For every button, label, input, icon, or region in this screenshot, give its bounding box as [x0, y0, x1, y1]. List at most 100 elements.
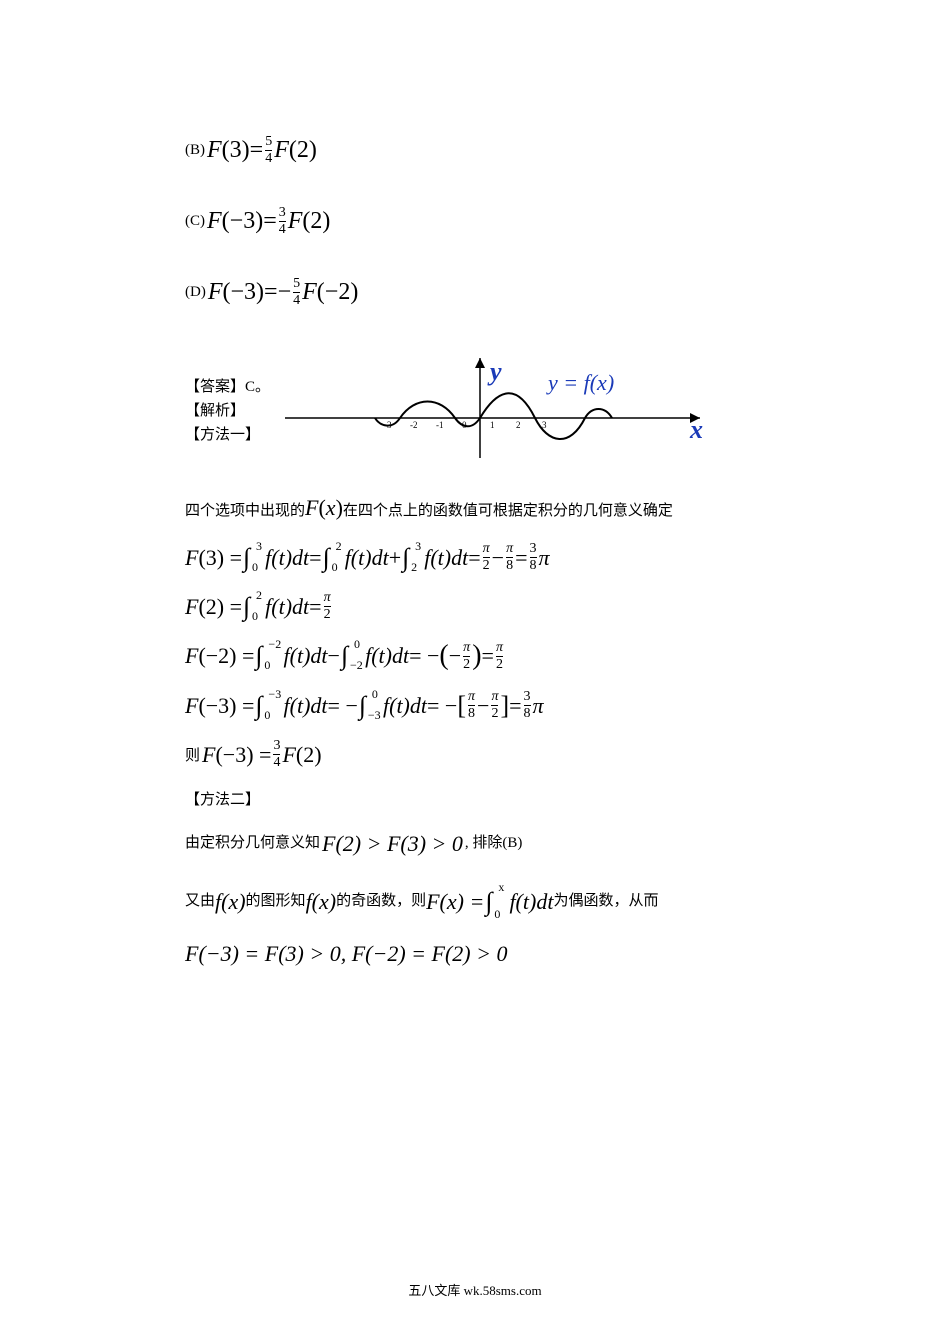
- option-d-frac-den: 4: [293, 292, 300, 308]
- e3-minus: −: [328, 643, 340, 669]
- option-c-frac: 3 4: [279, 206, 286, 237]
- e3-neg: −: [449, 643, 461, 669]
- e2-arg: (2) =: [198, 594, 242, 620]
- option-c-frac-den: 4: [279, 221, 286, 237]
- y-axis-label: y: [487, 357, 502, 386]
- answer-labels: 【答案】 C。 【解析】 【方法一】: [185, 375, 270, 447]
- option-b-lhs-arg: (3): [222, 137, 250, 164]
- e1-int1: ∫03: [242, 543, 251, 573]
- tick-2: 2: [516, 420, 521, 430]
- tick-1: 1: [490, 420, 495, 430]
- e1-f2: π8: [506, 542, 513, 573]
- e4-int1: ∫0−3: [254, 691, 263, 721]
- intro-pre: 四个选项中出现的: [185, 503, 305, 519]
- option-c-rhs-fn: F: [288, 208, 303, 235]
- option-c-rhs-arg: (2): [302, 208, 330, 235]
- m2l2-fx2: f(x): [306, 885, 337, 918]
- page-footer: 五八文库 wk.58sms.com: [0, 1280, 950, 1299]
- option-b-frac-num: 5: [265, 135, 272, 150]
- e4-eq4: =: [509, 693, 521, 719]
- intro-text: 四个选项中出现的F(x)在四个点上的函数值可根据定积分的几何意义确定: [185, 491, 775, 524]
- equation-f2: F (2) = ∫02 f(t)dt = π2: [185, 591, 775, 622]
- equation-fneg3: F (−3) = ∫0−3 f(t)dt = − ∫−30 f(t)dt = −…: [185, 690, 775, 721]
- option-b-rhs-arg: (2): [289, 137, 317, 164]
- e3-lpar: (: [439, 640, 448, 672]
- option-d-neg: −: [278, 279, 292, 306]
- option-d-lhs-arg: (−3): [223, 279, 265, 306]
- e5-arg: (−3) =: [215, 742, 271, 768]
- function-graph: -3 -2 -1 0 1 2 3 y y = f(x) x: [280, 348, 720, 473]
- m2l2-int: ∫0x: [484, 882, 493, 921]
- curve-label: y = f(x): [546, 370, 614, 395]
- e5-prefix: 则: [185, 744, 200, 765]
- e1-f3: 38: [530, 542, 537, 573]
- m2l3-expr: F(−3) = F(3) > 0, F(−2) = F(2) > 0: [185, 941, 507, 967]
- e4-lbr: [: [457, 691, 466, 721]
- answer-block: 【答案】 C。 【解析】 【方法一】 -3 -2 -1 0 1: [185, 348, 775, 473]
- e3-F: F: [185, 643, 198, 669]
- e3-int2: ∫−20: [340, 641, 349, 671]
- e5-arg2: (2): [296, 742, 322, 768]
- option-b-frac-den: 4: [265, 150, 272, 166]
- e4-eq2: = −: [328, 693, 358, 719]
- e1-F: F: [185, 545, 198, 571]
- e1-f1: π2: [483, 542, 490, 573]
- option-b-label: (B): [185, 142, 205, 159]
- option-d: (D) F (−3) = − 5 4 F (−2): [185, 277, 775, 308]
- e3-eq2: = −: [409, 643, 439, 669]
- e4-intg2: f(t)dt: [383, 693, 427, 719]
- equation-fneg2: F (−2) = ∫0−2 f(t)dt − ∫−20 f(t)dt = − (…: [185, 640, 775, 672]
- option-c: (C) F (−3) = 3 4 F (2): [185, 206, 775, 237]
- m2-line3: F(−3) = F(3) > 0, F(−2) = F(2) > 0: [185, 941, 775, 967]
- e4-int2: ∫−30: [358, 691, 367, 721]
- m2-line1: 由定积分几何意义知 F(2) > F(3) > 0 , 排除(B): [185, 827, 775, 860]
- answer-value: C。: [245, 375, 270, 399]
- e3-arg: (−2) =: [198, 643, 254, 669]
- e4-minus: −: [477, 693, 489, 719]
- e1-eq2: =: [309, 545, 321, 571]
- answer-label: 【答案】: [185, 375, 245, 399]
- x-axis-label: x: [689, 415, 703, 444]
- m2l1-pre: 由定积分几何意义知: [185, 832, 320, 855]
- e1-intg1: f(t)dt: [265, 545, 309, 571]
- e4-eq3: = −: [427, 693, 457, 719]
- e3-f1: π2: [463, 641, 470, 672]
- analysis-label: 【解析】: [185, 399, 270, 423]
- equation-result: 则 F (−3) = 34 F (2): [185, 739, 775, 770]
- option-b-rhs-fn: F: [274, 137, 289, 164]
- tick-neg1: -1: [436, 420, 444, 430]
- e3-eq3: =: [482, 643, 494, 669]
- m2l2-fx1: f(x): [215, 885, 246, 918]
- e4-F: F: [185, 693, 198, 719]
- m2l2-mid1: 的图形知: [246, 890, 306, 913]
- e2-int1: ∫02: [242, 592, 251, 622]
- m2l2-mid2: 的奇函数，则: [336, 890, 426, 913]
- option-d-rhs-arg: (−2): [317, 279, 359, 306]
- e5-frac: 34: [273, 739, 280, 770]
- option-d-frac-num: 5: [293, 277, 300, 292]
- e4-f1: π8: [468, 690, 475, 721]
- intro-mid: 在四个点上的函数值可根据定积分的几何意义确定: [343, 503, 673, 519]
- m2l2-pre: 又由: [185, 890, 215, 913]
- equation-f3: F (3) = ∫03 f(t)dt = ∫02 f(t)dt + ∫23 f(…: [185, 542, 775, 573]
- e4-f2: π2: [491, 690, 498, 721]
- option-b-eq: =: [250, 137, 264, 164]
- e1-pi: π: [539, 545, 550, 571]
- e3-int1: ∫0−2: [254, 641, 263, 671]
- option-c-lhs-fn: F: [207, 208, 222, 235]
- option-b-frac: 5 4: [265, 135, 272, 166]
- e4-pi: π: [533, 693, 544, 719]
- m2l1-post: , 排除(B): [465, 832, 523, 855]
- option-d-frac: 5 4: [293, 277, 300, 308]
- m2-line2: 又由 f(x) 的图形知 f(x) 的奇函数，则 F(x) = ∫0x f(t)…: [185, 882, 775, 921]
- tick-neg2: -2: [410, 420, 418, 430]
- e3-intg1: f(t)dt: [284, 643, 328, 669]
- e1-int2: ∫02: [322, 543, 331, 573]
- e2-f: π2: [324, 591, 331, 622]
- option-b: (B) F (3) = 5 4 F (2): [185, 135, 775, 166]
- e4-arg: (−3) =: [198, 693, 254, 719]
- m2l1-expr: F(2) > F(3) > 0: [322, 827, 463, 860]
- method1-label: 【方法一】: [185, 423, 270, 447]
- option-c-lhs-arg: (−3): [222, 208, 264, 235]
- option-b-lhs-fn: F: [207, 137, 222, 164]
